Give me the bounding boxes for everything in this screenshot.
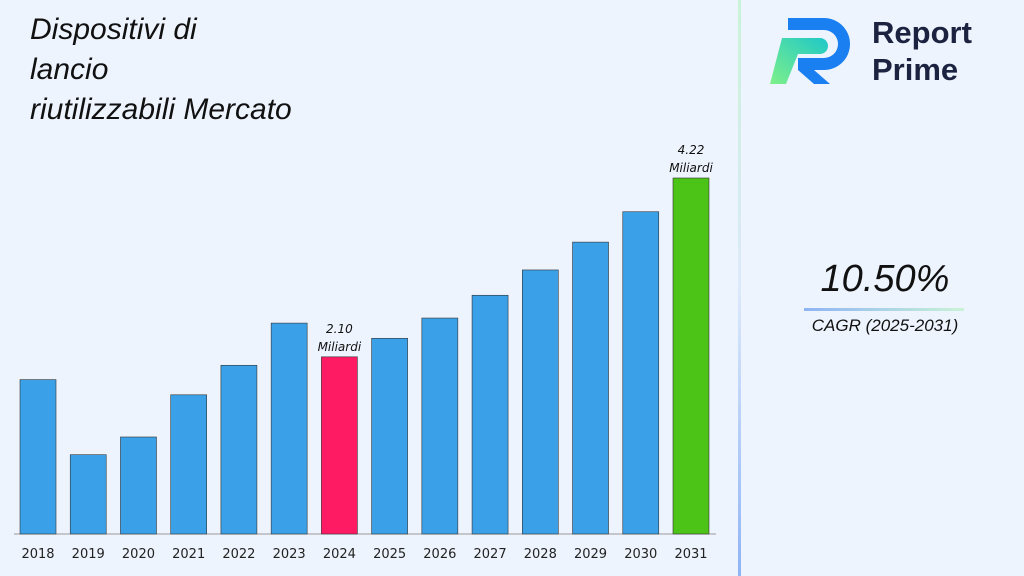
data-label-value: 2.10 — [326, 322, 353, 336]
title-line: riutilizzabili Mercato — [30, 93, 292, 126]
bar-2028 — [521, 269, 559, 535]
bar-2027 — [471, 294, 509, 535]
x-tick-label: 2023 — [273, 547, 306, 562]
cagr-value: 10.50% — [820, 258, 950, 300]
x-tick-label: 2022 — [222, 547, 255, 562]
bar-2031 — [672, 177, 710, 535]
bar-2021 — [170, 394, 207, 535]
bar-2019 — [69, 454, 107, 535]
x-tick-label: 2031 — [674, 547, 707, 562]
x-tick-label: 2026 — [423, 547, 456, 562]
bar-2018 — [19, 379, 57, 535]
x-tick-label: 2019 — [72, 547, 105, 562]
x-tick-label: 2030 — [624, 547, 657, 562]
divider — [738, 0, 741, 576]
cagr-underline — [804, 308, 964, 311]
bar-2029 — [572, 241, 609, 535]
logo-text-prime: Prime — [872, 52, 959, 87]
x-tick-label: 2027 — [474, 547, 507, 562]
title-line: lancio — [30, 53, 109, 86]
data-label-value: 4.22 — [678, 143, 705, 157]
bar-2020 — [120, 436, 157, 535]
x-tick-label: 2024 — [323, 547, 356, 562]
x-tick-label: 2020 — [122, 547, 155, 562]
data-label-unit: Miliardi — [669, 161, 713, 175]
logo-mark-icon — [770, 18, 850, 84]
x-tick-label: 2029 — [574, 547, 607, 562]
bar-2023 — [270, 322, 308, 535]
logo: Report Prime — [768, 14, 1008, 90]
bar-2024 — [321, 356, 358, 535]
x-tick-label: 2028 — [524, 547, 557, 562]
title-line: Dispositivi di — [30, 13, 197, 46]
chart-title: Dispositivi di lancio riutilizzabili Mer… — [30, 10, 390, 130]
bar-2030 — [622, 211, 660, 535]
x-tick-label: 2018 — [21, 547, 54, 562]
bar-chart: 2018 2019 2020 2021 2022 2023 2024 2.10 Miliardi… — [14, 143, 716, 562]
logo-text-report: Report — [872, 15, 972, 50]
data-label-unit: Miliardi — [318, 340, 362, 354]
bar-2022 — [220, 364, 258, 535]
x-tick-label: 2021 — [172, 547, 205, 562]
x-tick-label: 2025 — [373, 547, 406, 562]
bar-2026 — [421, 317, 459, 535]
bar-2025 — [371, 337, 408, 535]
cagr-label: CAGR (2025-2031) — [811, 316, 959, 335]
